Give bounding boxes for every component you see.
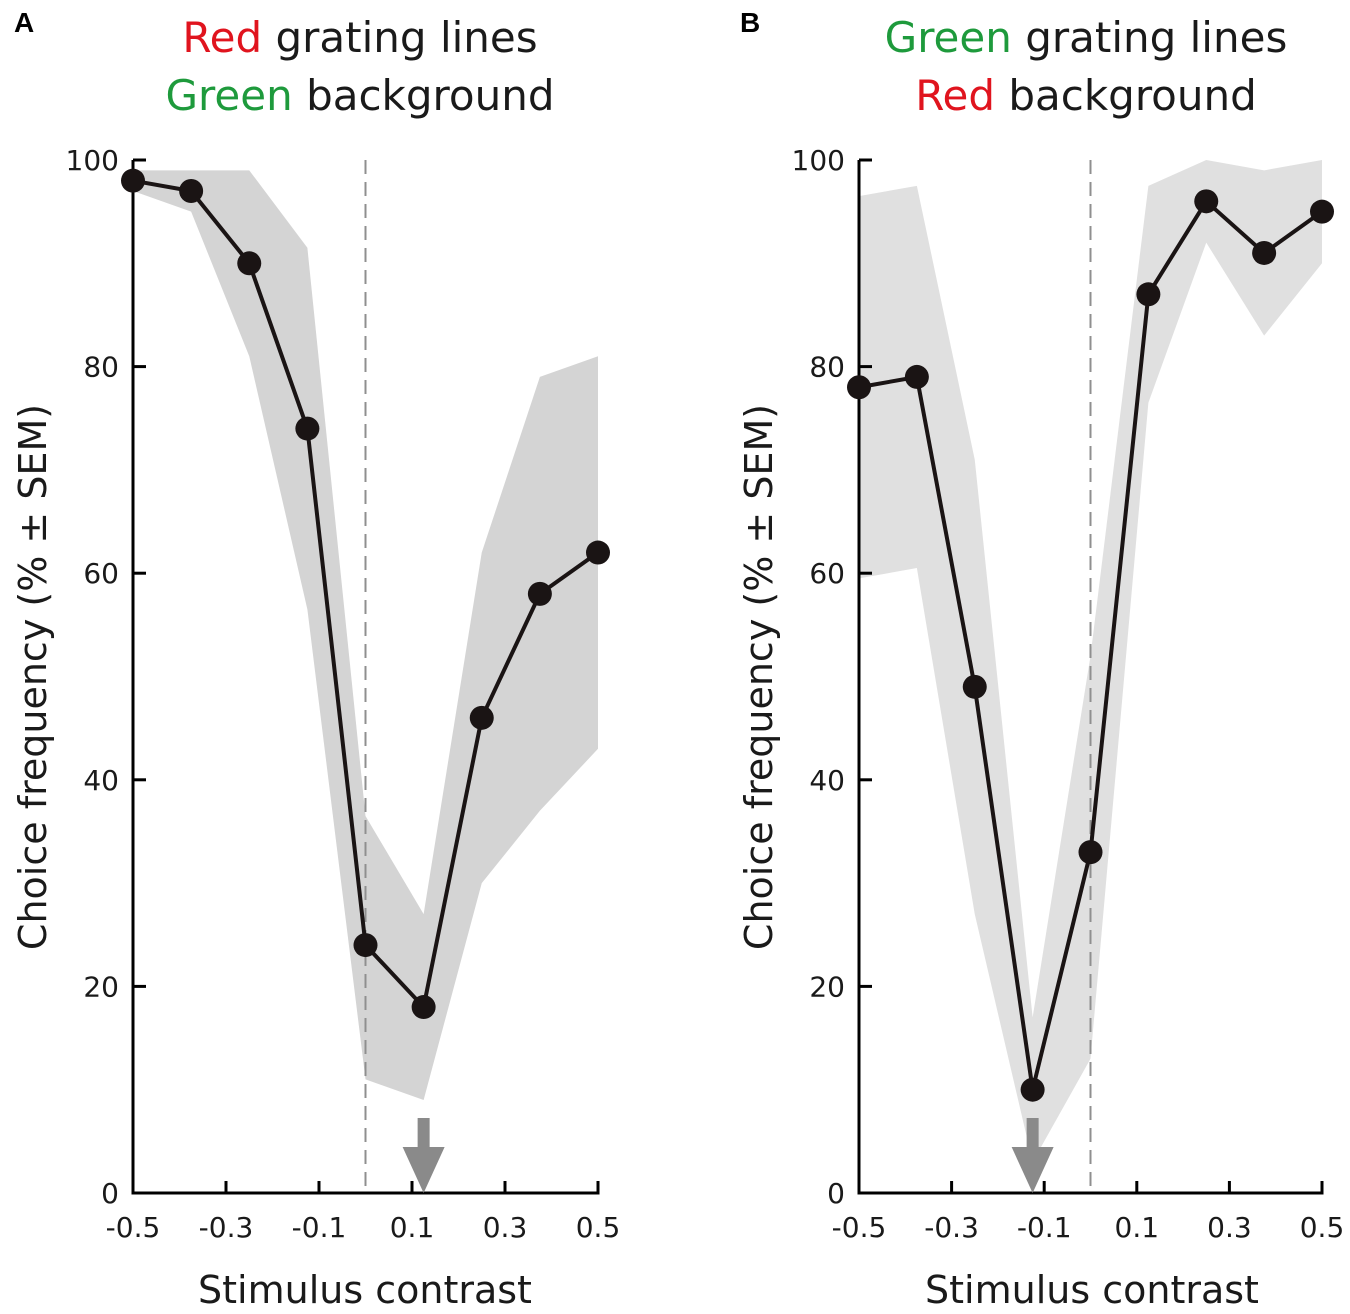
data-point bbox=[1020, 1077, 1045, 1102]
y-tick-label: 20 bbox=[809, 970, 845, 1003]
y-tick-label: 20 bbox=[83, 970, 119, 1003]
y-tick-label: 60 bbox=[809, 557, 845, 590]
data-point bbox=[411, 995, 436, 1020]
chart-title-line2: Green background bbox=[166, 71, 555, 120]
title-word: grating lines bbox=[1012, 13, 1287, 62]
x-tick-label: -0.3 bbox=[199, 1211, 254, 1244]
y-tick-label: 40 bbox=[83, 764, 119, 797]
data-point bbox=[295, 416, 320, 441]
data-point bbox=[962, 674, 987, 699]
title-word: Red bbox=[182, 13, 262, 62]
title-word: Red bbox=[915, 71, 995, 120]
y-tick-label: 100 bbox=[66, 144, 119, 177]
data-point bbox=[237, 251, 262, 276]
data-point bbox=[353, 933, 378, 958]
x-tick-label: -0.5 bbox=[106, 1211, 161, 1244]
chart-title-line1: Red grating lines bbox=[182, 13, 537, 62]
sem-band bbox=[133, 170, 598, 1101]
x-tick-label: -0.1 bbox=[1017, 1211, 1072, 1244]
panel-b: B Green grating lines Red background 0 20… bbox=[737, 7, 1344, 1312]
x-tick-label: 0.5 bbox=[1300, 1211, 1345, 1244]
x-axis-label: Stimulus contrast bbox=[925, 1268, 1259, 1312]
y-tick-label: 0 bbox=[827, 1177, 845, 1210]
y-tick-label: 80 bbox=[83, 351, 119, 384]
y-axis-label: Choice frequency (% ± SEM) bbox=[11, 404, 55, 950]
plot-area: 0 20 40 60 80 100 -0.5 -0.3 -0.1 0.1 0.3 0.5 bbox=[66, 144, 621, 1244]
title-word: Green bbox=[885, 13, 1012, 62]
panel-a: A Red grating lines Green background 0 20… bbox=[11, 7, 620, 1312]
arrow-head bbox=[1011, 1147, 1054, 1193]
y-tick-label: 80 bbox=[809, 351, 845, 384]
panel-label: A bbox=[14, 7, 34, 38]
x-tick-label: 0.3 bbox=[483, 1211, 528, 1244]
data-point bbox=[904, 364, 929, 389]
y-tick-label: 60 bbox=[83, 557, 119, 590]
x-tick-label: 0.3 bbox=[1207, 1211, 1252, 1244]
arrow-shaft bbox=[1026, 1118, 1039, 1154]
sem-band bbox=[859, 160, 1322, 1163]
chart-title-line2: Red background bbox=[915, 71, 1257, 120]
x-tick-label: 0.1 bbox=[1115, 1211, 1160, 1244]
x-tick-label: -0.1 bbox=[292, 1211, 347, 1244]
data-point bbox=[469, 705, 494, 730]
arrow-head bbox=[402, 1147, 445, 1193]
data-point bbox=[1194, 189, 1219, 214]
arrow-shaft bbox=[417, 1118, 430, 1154]
chart-title-line1: Green grating lines bbox=[885, 13, 1288, 62]
data-point bbox=[1136, 282, 1161, 307]
x-tick-label: -0.5 bbox=[832, 1211, 887, 1244]
data-point bbox=[1078, 840, 1103, 865]
y-tick-label: 0 bbox=[101, 1177, 119, 1210]
x-tick-label: -0.3 bbox=[924, 1211, 979, 1244]
data-point bbox=[1310, 199, 1334, 224]
data-point bbox=[1252, 240, 1277, 265]
y-tick-label: 100 bbox=[792, 144, 845, 177]
data-point bbox=[527, 581, 552, 606]
x-tick-label: 0.5 bbox=[576, 1211, 621, 1244]
panel-label: B bbox=[740, 7, 760, 38]
x-axis-label: Stimulus contrast bbox=[198, 1268, 532, 1312]
plot-area: 0 20 40 60 80 100 -0.5 -0.3 -0.1 0.1 0.3 0.5 bbox=[792, 144, 1345, 1244]
title-word: background bbox=[995, 71, 1257, 120]
y-tick-label: 40 bbox=[809, 764, 845, 797]
title-word: Green bbox=[166, 71, 293, 120]
y-axis-label: Choice frequency (% ± SEM) bbox=[737, 404, 781, 950]
data-point bbox=[121, 168, 145, 193]
data-point bbox=[847, 375, 871, 400]
x-tick-label: 0.1 bbox=[390, 1211, 435, 1244]
data-point bbox=[586, 540, 610, 565]
title-word: background bbox=[293, 71, 555, 120]
data-point bbox=[179, 178, 204, 203]
title-word: grating lines bbox=[262, 13, 537, 62]
